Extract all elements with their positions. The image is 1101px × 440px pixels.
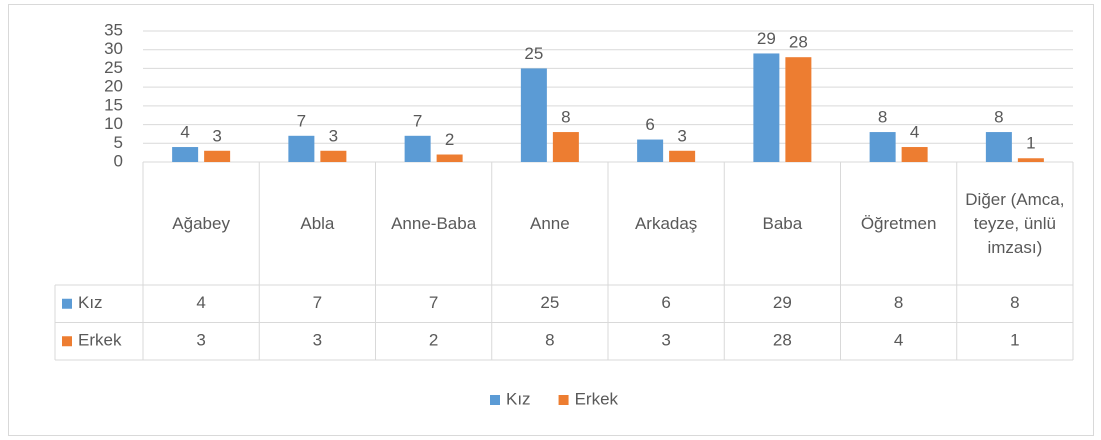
bar <box>669 150 696 162</box>
y-tick-label: 15 <box>104 95 123 114</box>
data-label: 7 <box>413 111 422 130</box>
legend-key <box>558 395 569 405</box>
table-legend-key <box>62 336 72 347</box>
x-tick-label: Abla <box>300 213 335 233</box>
table-cell: 28 <box>773 331 792 350</box>
table-cell: 8 <box>1010 293 1019 312</box>
data-label: 1 <box>1026 134 1035 153</box>
bar <box>785 57 812 163</box>
legend-key <box>490 395 500 405</box>
y-tick-label: 30 <box>104 39 123 58</box>
x-tick-label: Öğretmen <box>860 213 937 233</box>
data-label: 6 <box>645 115 654 134</box>
bar <box>901 147 928 162</box>
data-label: 8 <box>994 108 1003 127</box>
data-label: 3 <box>212 126 221 145</box>
data-label: 2 <box>445 130 454 149</box>
data-label: 3 <box>677 126 686 145</box>
category-box: Arkadaş <box>634 213 698 233</box>
table-cell: 7 <box>313 293 322 312</box>
bar <box>1017 158 1044 162</box>
data-label: 7 <box>297 111 306 130</box>
category-box: Anne-Baba <box>391 213 477 233</box>
table-cell: 4 <box>894 331 903 350</box>
y-tick-label: 25 <box>104 58 123 77</box>
data-label: 8 <box>561 108 570 127</box>
category-box: Ağabey <box>172 213 230 233</box>
table-row-label: Kız <box>78 293 103 312</box>
table-cell: 29 <box>773 293 792 312</box>
bar <box>753 53 780 163</box>
bar <box>404 135 431 162</box>
legend-label: Erkek <box>575 389 619 408</box>
bar <box>637 139 664 162</box>
data-label: 29 <box>757 29 776 48</box>
data-label: 25 <box>524 44 543 63</box>
category-box: Abla <box>300 213 335 233</box>
category-box: Öğretmen <box>860 213 937 233</box>
y-tick-label: 10 <box>104 114 123 133</box>
bar <box>288 135 315 162</box>
table-cell: 2 <box>429 331 438 350</box>
x-tick-label: Diğer (Amca, teyze, ünlü imzası) <box>965 189 1065 257</box>
table-cell: 8 <box>894 293 903 312</box>
table-cell: 6 <box>661 293 670 312</box>
x-tick-label: Arkadaş <box>634 213 698 233</box>
x-tick-label: Ağabey <box>172 213 230 233</box>
category-box: Anne <box>530 213 570 233</box>
y-tick-label: 35 <box>104 20 123 39</box>
table-cell: 1 <box>1010 331 1019 350</box>
table-row-label: Erkek <box>78 331 122 350</box>
bar <box>520 68 547 162</box>
category-box: Diğer (Amca, teyze, ünlü imzası) <box>965 189 1065 257</box>
chart-border <box>8 4 1094 436</box>
table-cell: 8 <box>545 331 554 350</box>
y-tick-label: 20 <box>104 77 123 96</box>
bar <box>172 147 199 162</box>
bar <box>869 132 896 162</box>
data-label: 3 <box>329 126 338 145</box>
x-tick-label: Baba <box>762 213 803 233</box>
table-cell: 3 <box>661 331 670 350</box>
table-cell: 3 <box>313 331 322 350</box>
y-tick-label: 5 <box>114 133 123 152</box>
bar <box>552 132 579 162</box>
data-label: 28 <box>789 33 808 52</box>
data-label: 4 <box>910 123 919 142</box>
x-tick-label: Anne-Baba <box>391 213 477 233</box>
table-cell: 25 <box>540 293 559 312</box>
x-tick-label: Anne <box>530 213 570 233</box>
category-box: Baba <box>762 213 803 233</box>
data-label: 8 <box>878 108 887 127</box>
table-cell: 7 <box>429 293 438 312</box>
y-tick-label: 0 <box>114 151 123 170</box>
bar <box>436 154 463 162</box>
bar <box>320 150 347 162</box>
bar <box>985 132 1012 162</box>
legend-label: Kız <box>506 389 531 408</box>
table-cell: 3 <box>196 331 205 350</box>
table-cell: 4 <box>196 293 205 312</box>
bar <box>204 150 231 162</box>
data-label: 4 <box>180 123 189 142</box>
table-legend-key <box>62 298 72 309</box>
